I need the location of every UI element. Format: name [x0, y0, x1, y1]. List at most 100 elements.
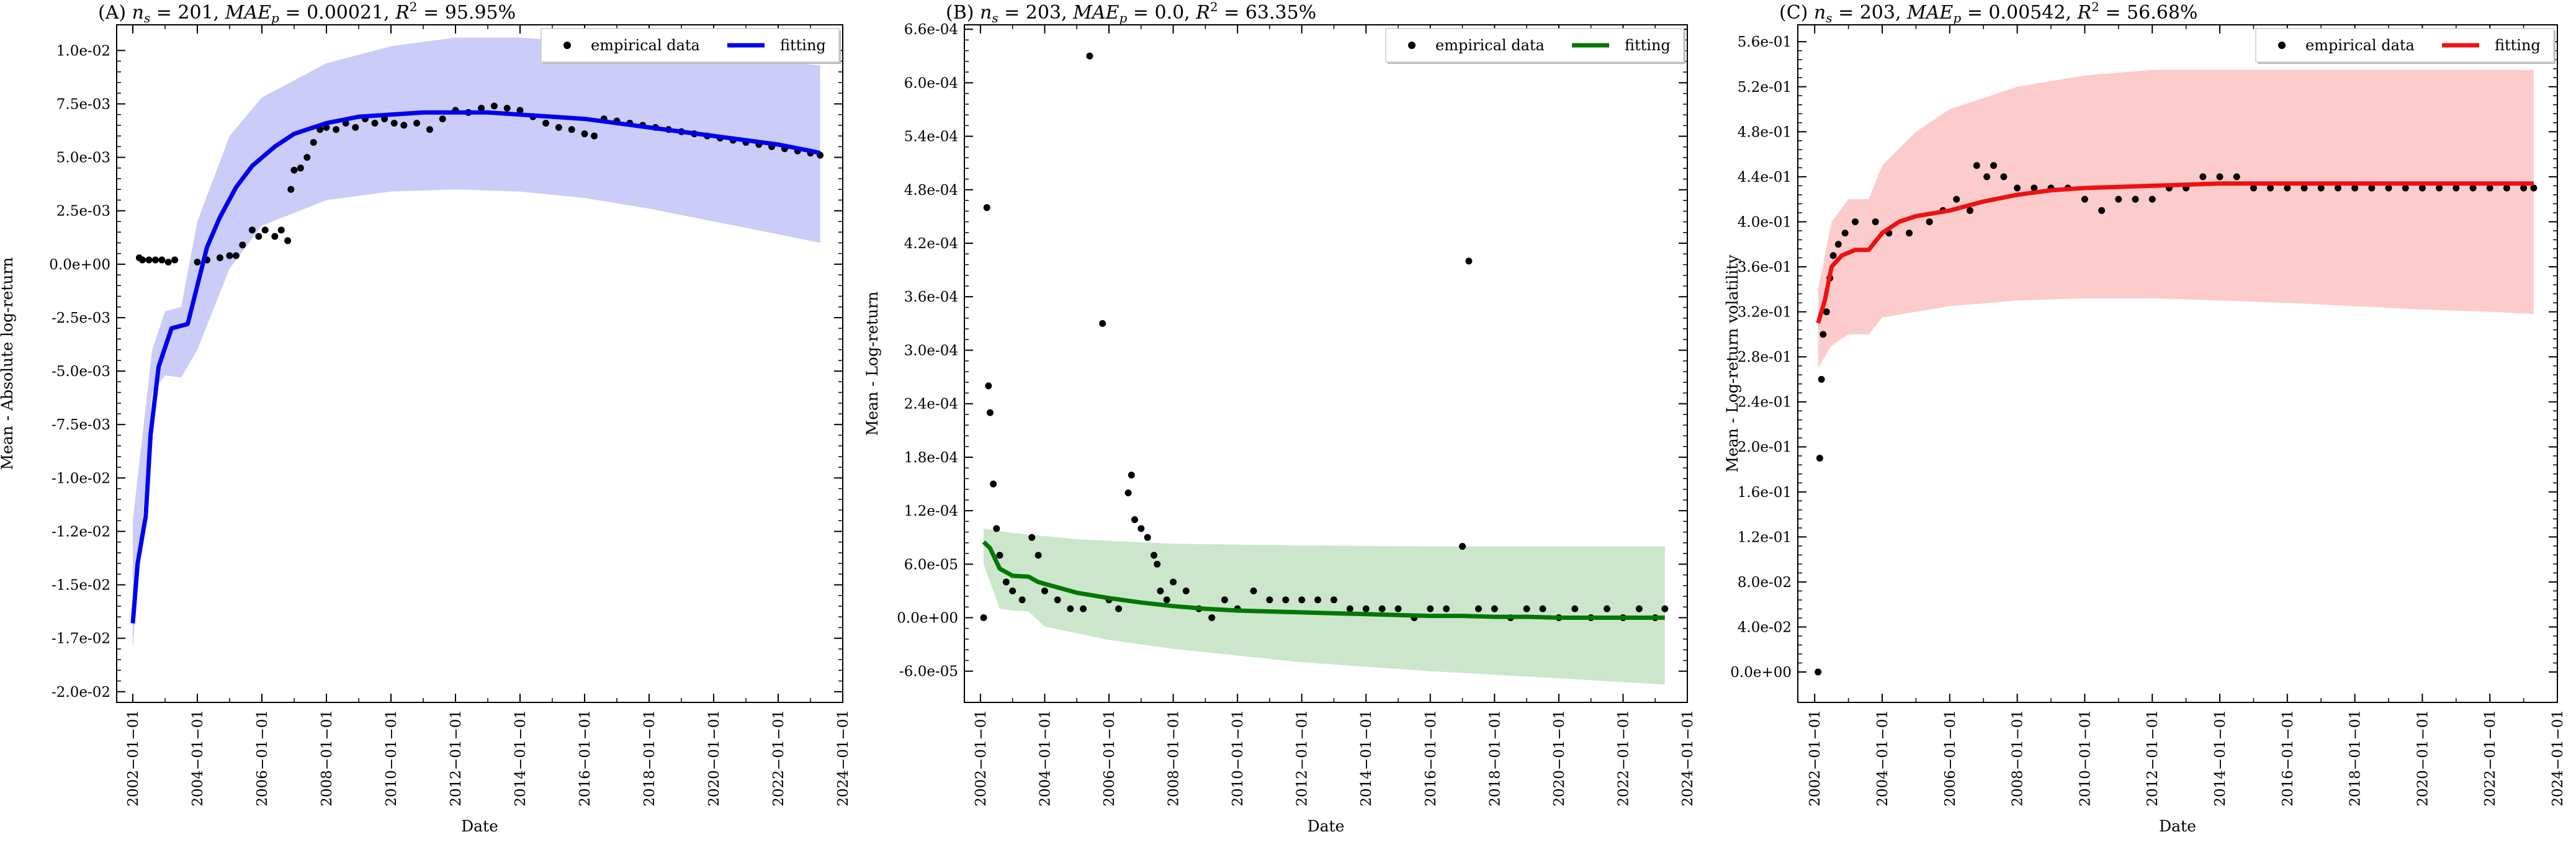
- data-point: [1465, 258, 1473, 265]
- y-tick-label: 5.2e-01: [1738, 79, 1792, 96]
- x-tick-label: 2014−01−01: [1358, 710, 1375, 807]
- data-point: [1474, 605, 1482, 612]
- data-point: [284, 237, 292, 244]
- data-point: [1427, 605, 1434, 612]
- data-point: [2115, 195, 2122, 203]
- x-tick-label: 2006−01−01: [1942, 710, 1959, 807]
- legend: empirical data fitting: [541, 28, 841, 64]
- data-point: [2132, 195, 2139, 203]
- legend-box: [2255, 28, 2554, 63]
- y-tick-label: -1.5e-02: [52, 578, 110, 594]
- data-point: [1266, 596, 1273, 604]
- data-point: [555, 123, 562, 131]
- data-point: [980, 614, 987, 621]
- y-tick-label: 5.0e-03: [56, 150, 110, 166]
- data-point: [2014, 184, 2021, 192]
- data-point: [1028, 534, 1036, 541]
- x-tick-label: 2002−01−01: [1807, 710, 1823, 807]
- chart-title: (B) ns = 203, MAEp = 0.0, R2 = 63.35%: [946, 0, 1316, 25]
- legend-box: [541, 28, 840, 63]
- data-point: [568, 126, 575, 133]
- data-point: [1128, 472, 1135, 479]
- y-tick-label: 6.6e-04: [904, 22, 958, 38]
- y-tick-label: 2.0e-01: [1738, 439, 1792, 455]
- data-point: [2081, 195, 2088, 203]
- data-point: [400, 122, 408, 129]
- chart-panel-c: 0.0e+00 4.0e-02 8.0e-02 1.2e-01 1.6e-01 2.0e-…: [1723, 0, 2566, 835]
- x-tick-label: 2020−01−01: [1551, 710, 1568, 807]
- y-tick-label: 1.6e-01: [1738, 485, 1792, 501]
- data-point: [542, 119, 550, 127]
- data-point: [2486, 184, 2493, 192]
- data-point: [1144, 534, 1151, 541]
- x-tick-label: 2010−01−01: [1230, 710, 1246, 807]
- data-point: [1080, 605, 1087, 612]
- x-tick-label: 2020−01−01: [2415, 710, 2431, 807]
- data-point: [1018, 596, 1026, 604]
- data-point: [1034, 552, 1042, 559]
- data-point: [232, 252, 240, 259]
- plot-area: [1815, 69, 2538, 676]
- data-point: [2199, 173, 2207, 181]
- legend-label-empirical: empirical data: [591, 37, 700, 54]
- x-tick-label: 2024−01−01: [835, 710, 851, 807]
- y-tick-label: -2.5e-03: [52, 310, 110, 326]
- data-point: [1054, 596, 1061, 604]
- x-tick-label: 2004−01−01: [190, 710, 206, 807]
- x-tick-label: 2016−01−01: [1423, 710, 1439, 807]
- data-point: [164, 258, 172, 266]
- x-axis-label: Date: [1308, 817, 1345, 835]
- y-tick-label: 2.5e-03: [56, 204, 110, 220]
- data-point: [2317, 184, 2325, 192]
- data-point: [1067, 605, 1074, 612]
- x-tick-label: 2014−01−01: [2212, 710, 2228, 807]
- data-point: [1138, 525, 1145, 532]
- x-tick-label: 2010−01−01: [2077, 710, 2093, 807]
- data-point: [1459, 543, 1466, 550]
- data-point: [1314, 596, 1322, 604]
- y-tick-label: 0.0e+00: [49, 257, 110, 273]
- x-tick-label: 2008−01−01: [2010, 710, 2026, 807]
- data-point: [2267, 184, 2274, 192]
- data-point: [2216, 173, 2224, 181]
- y-tick-label: -1.7e-02: [52, 631, 110, 647]
- data-point: [2368, 184, 2376, 192]
- data-point: [1208, 614, 1216, 621]
- data-point: [1298, 596, 1306, 604]
- chart-title: (C) ns = 203, MAEp = 0.00542, R2 = 56.68…: [1779, 0, 2197, 25]
- x-tick-label: 2018−01−01: [2348, 710, 2364, 807]
- plot-area: [980, 52, 1669, 685]
- data-point: [1816, 454, 1823, 462]
- x-tick-label: 2012−01−01: [448, 710, 464, 807]
- y-axis-label: Mean - Log-return: [863, 292, 881, 436]
- y-tick-label: 5.4e-04: [904, 129, 958, 145]
- y-tick-label: 3.6e-04: [904, 289, 958, 305]
- x-tick-label: 2006−01−01: [254, 710, 271, 807]
- legend-label-empirical: empirical data: [1435, 37, 1545, 54]
- y-tick-label: 2.4e-04: [904, 396, 958, 413]
- data-point: [2000, 173, 2008, 181]
- data-point: [1953, 195, 1960, 203]
- data-point: [1182, 587, 1190, 594]
- data-point: [2520, 184, 2528, 192]
- data-point: [2530, 184, 2538, 192]
- x-tick-label: 2016−01−01: [2280, 710, 2296, 807]
- y-tick-label: -2.0e-02: [52, 684, 110, 701]
- data-point: [990, 480, 997, 488]
- y-tick-label: 3.0e-04: [904, 343, 958, 359]
- x-tick-label: 2022−01−01: [2482, 710, 2498, 807]
- data-point: [1820, 331, 1827, 338]
- y-tick-label: 6.0e-04: [904, 75, 958, 91]
- data-point: [478, 104, 485, 112]
- data-point: [303, 154, 311, 161]
- data-point: [413, 119, 421, 127]
- data-point: [287, 186, 295, 193]
- data-point: [2402, 184, 2409, 192]
- data-point: [310, 138, 317, 146]
- data-point: [1834, 241, 1842, 248]
- data-point: [2334, 184, 2341, 192]
- data-point: [1661, 605, 1669, 612]
- data-point: [371, 119, 379, 127]
- legend-label-fitting: fitting: [1625, 37, 1671, 54]
